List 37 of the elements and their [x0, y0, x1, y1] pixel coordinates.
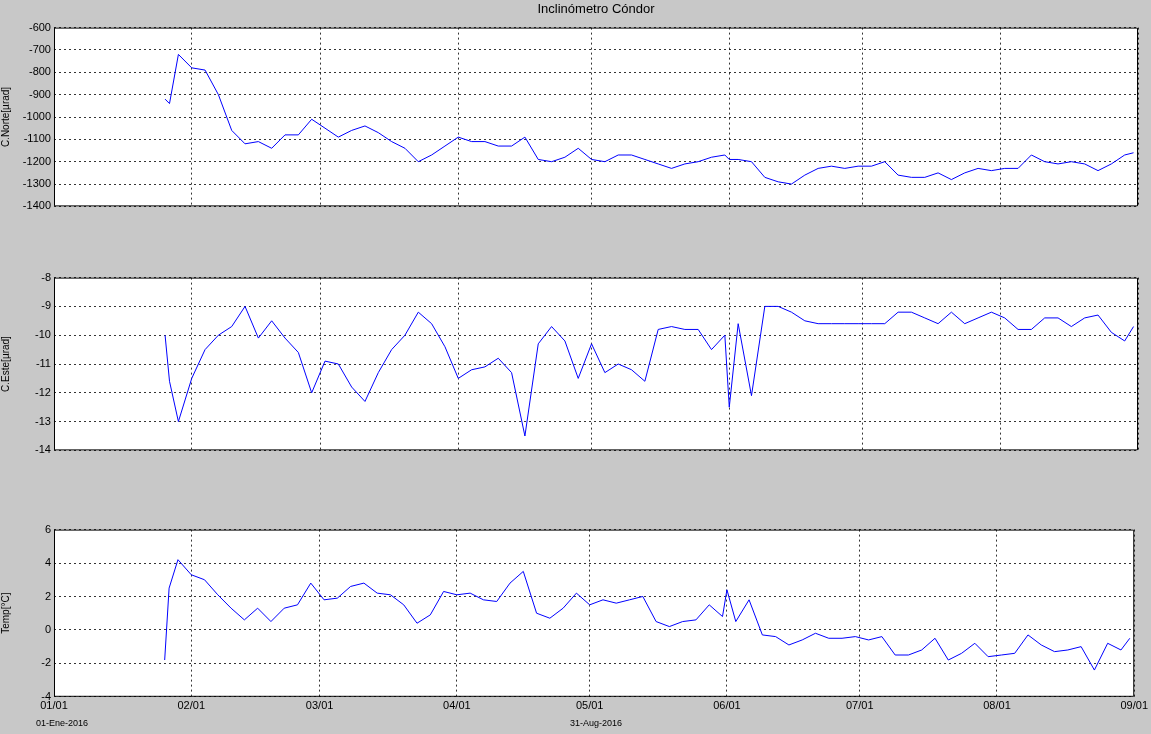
text: 31-Aug-2016 [570, 718, 623, 728]
text: 01-Ene-2016 [36, 718, 89, 728]
y-tick-label: -600 [28, 20, 51, 33]
y-tick-label: -13 [35, 414, 51, 427]
y-tick-label: -12 [35, 385, 51, 398]
x-tick-label: 07/01 [845, 699, 874, 712]
x-tick-label: 08/01 [983, 699, 1011, 712]
y-tick-label: -9 [41, 299, 51, 312]
y-tick-label: -4 [41, 689, 51, 702]
chart-title: Inclinómetro Cóndor [536, 1, 656, 16]
x-tick-label: 06/01 [713, 699, 741, 712]
x-tick-label: 03/01 [305, 699, 334, 712]
y-tick-label: 4 [44, 556, 51, 569]
y-tick-label: 0 [44, 622, 51, 635]
x-tick-label: 09/01 [1120, 699, 1148, 712]
y-axis-title: C.Norte[µrad] [0, 86, 11, 148]
y-tick-label: 6 [44, 522, 51, 535]
y-tick-label: -11 [35, 357, 51, 370]
x-tick-label: 05/01 [575, 699, 604, 712]
y-axis-title: Temp[°C] [0, 592, 11, 634]
y-tick-label: -1300 [22, 177, 51, 190]
y-axis-title: C.Este[µrad] [0, 335, 11, 392]
y-tick-label: -1100 [23, 132, 51, 145]
y-tick-label: -8 [41, 270, 51, 283]
y-tick-label: -10 [35, 328, 51, 341]
y-tick-label: -800 [28, 65, 51, 78]
x-tick-label: 02/01 [177, 699, 206, 712]
y-tick-label: 2 [44, 589, 51, 602]
y-tick-label: -14 [35, 443, 51, 456]
y-tick-label: -1000 [22, 110, 51, 123]
y-tick-label: -1200 [22, 154, 51, 167]
x-tick-label: 01/01 [40, 699, 68, 712]
y-tick-label: -700 [28, 42, 51, 55]
y-tick-label: -900 [28, 87, 51, 100]
y-tick-label: -2 [41, 656, 51, 669]
y-tick-label: -1400 [22, 199, 51, 212]
x-tick-label: 04/01 [443, 699, 471, 712]
